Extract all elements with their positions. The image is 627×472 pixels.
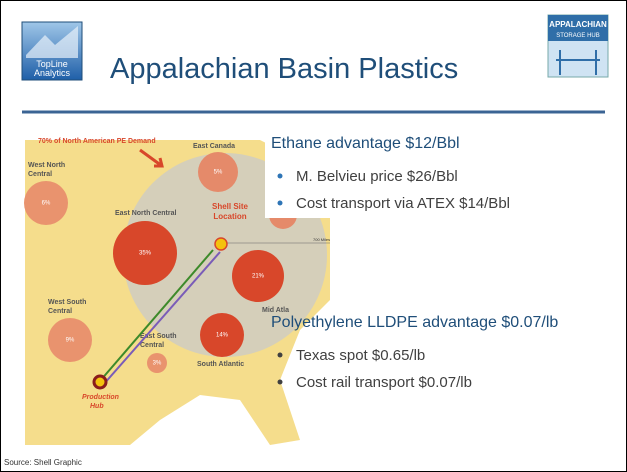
logo-graphic <box>26 26 78 58</box>
bullet-dot <box>277 379 283 385</box>
logo-text: STORAGE HUB <box>556 33 600 39</box>
region-label: Central <box>140 342 164 349</box>
shell-icon <box>214 237 228 251</box>
distance-label: 700 Miles <box>313 237 330 242</box>
bubble <box>198 152 238 192</box>
region-label: South Atlantic <box>197 361 244 368</box>
bubble <box>24 181 68 225</box>
logo-band <box>548 15 608 41</box>
route-arrow <box>102 251 221 386</box>
region-share: 9% <box>66 338 75 344</box>
region-share: 3% <box>153 361 162 367</box>
block-heading: Ethane advantage $12/Bbl <box>271 135 460 152</box>
region-share: 35% <box>139 251 152 257</box>
region-label: East Canada <box>193 143 235 150</box>
region-label: West North <box>28 162 65 169</box>
region-label: West South <box>48 299 86 306</box>
slide-title: Appalachian Basin Plastics <box>110 53 458 85</box>
region-share: 5% <box>214 170 223 176</box>
source: Source: Shell Graphic <box>4 458 82 467</box>
bullet-dot <box>277 173 283 179</box>
region-label: Central <box>28 171 52 178</box>
site-label: Shell Site <box>212 202 249 211</box>
region-share: 21% <box>252 274 265 280</box>
region-label: Mid Atla <box>262 307 289 314</box>
bubble <box>200 313 244 357</box>
bubble <box>48 318 92 362</box>
bullet-dot <box>277 352 283 358</box>
bubble <box>232 250 284 302</box>
region-label: East North Central <box>115 210 177 217</box>
region-label: Central <box>48 308 72 315</box>
region-bubbles <box>24 152 297 373</box>
bubble <box>113 221 177 285</box>
hub-marker <box>92 374 108 390</box>
hub-label: Hub <box>90 403 104 410</box>
logo-text: TopLine <box>36 59 68 69</box>
text-box <box>265 125 583 218</box>
region-share: 6% <box>42 201 51 207</box>
block-heading: Polyethylene LLDPE advantage $0.07/lb <box>271 314 558 331</box>
bullet-text: Texas spot $0.65/lb <box>296 347 425 364</box>
bubble <box>147 353 167 373</box>
bullet-text: Cost rail transport $0.07/lb <box>296 374 472 391</box>
bullet-text: M. Belvieu price $26/Bbl <box>296 168 458 185</box>
route-arrow <box>99 249 214 382</box>
region-share: 14% <box>216 333 229 339</box>
hub-label: Production <box>82 394 119 401</box>
arrow <box>139 148 164 168</box>
logo-text: APPALACHIAN <box>549 20 607 29</box>
logo-graphic <box>556 50 600 75</box>
region-label: East South <box>140 333 177 340</box>
logo-text: Analytics <box>34 68 71 78</box>
site-label: Location <box>213 212 246 221</box>
bullet-dot <box>277 200 283 206</box>
bullet-text: Cost transport via ATEX $14/Bbl <box>296 195 510 212</box>
map-headline: 70% of North American PE Demand <box>38 138 156 145</box>
